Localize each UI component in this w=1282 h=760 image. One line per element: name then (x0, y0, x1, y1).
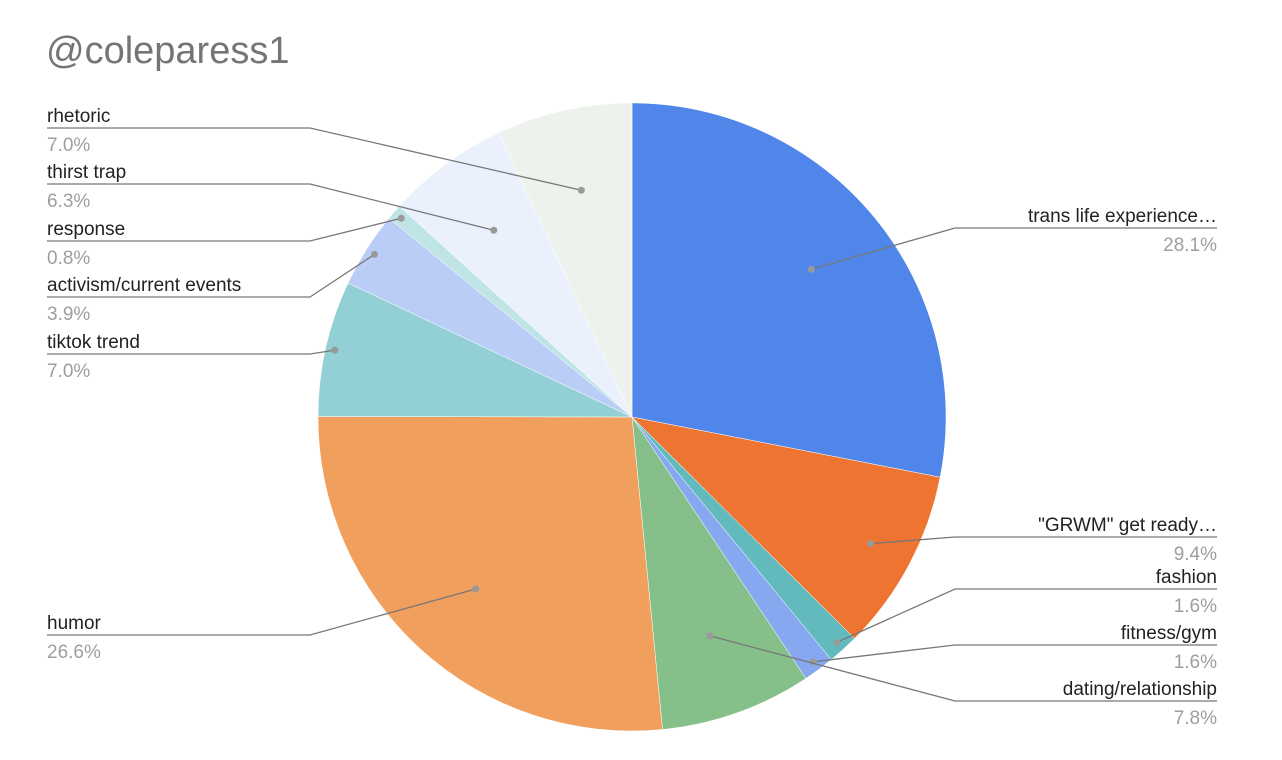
slice-labels: trans life experience… 28.1% "GRWM" get re… (47, 106, 1217, 729)
slice-label-trans-life-experience: trans life experience… (1028, 206, 1217, 227)
leader-line-fitness-gym (813, 644, 1217, 663)
leader-line-thirst-trap (47, 183, 494, 231)
leader-line-response (47, 217, 402, 242)
leader-dot-thirst-trap (490, 226, 498, 234)
slice-label-response: response (47, 219, 125, 240)
leader-line-trans-life-experience (811, 227, 1217, 270)
slice-percent-response: 0.8% (47, 248, 90, 269)
chart-title: @coleparess1 (46, 30, 290, 72)
slice-label-humor: humor (47, 613, 102, 634)
leader-dot-humor (472, 585, 480, 593)
leader-dot-grwm-get-ready (867, 540, 875, 548)
slice-percent-tiktok-trend: 7.0% (47, 361, 90, 382)
slice-percent-humor: 26.6% (47, 642, 101, 663)
leader-dot-fashion (833, 638, 841, 646)
slice-percent-trans-life-experience: 28.1% (1163, 235, 1217, 256)
leader-line-humor (47, 588, 476, 636)
slice-label-fashion: fashion (1156, 567, 1217, 588)
slice-percent-grwm-get-ready: 9.4% (1174, 544, 1217, 565)
leader-dot-tiktok-trend (331, 346, 339, 354)
leader-line-rhetoric (47, 127, 582, 191)
pie-slice-humor (317, 416, 663, 732)
slice-label-rhetoric: rhetoric (47, 106, 110, 127)
slice-percent-activism-current-events: 3.9% (47, 304, 90, 325)
slice-percent-rhetoric: 7.0% (47, 135, 90, 156)
slice-percent-fitness-gym: 1.6% (1174, 652, 1217, 673)
slice-percent-thirst-trap: 6.3% (47, 191, 90, 212)
pie-slice-trans-life-experience (631, 102, 947, 478)
slice-label-grwm-get-ready: "GRWM" get ready… (1038, 515, 1217, 536)
slice-percent-dating-relationship: 7.8% (1174, 708, 1217, 729)
leader-line-dating-relationship (709, 635, 1217, 702)
leader-line-grwm-get-ready (870, 536, 1217, 545)
slice-percent-fashion: 1.6% (1174, 596, 1217, 617)
slice-label-activism-current-events: activism/current events (47, 275, 241, 296)
leader-lines (47, 127, 1217, 702)
pie-slices (317, 102, 947, 732)
pie-slice-dating-relationship (631, 416, 807, 730)
pie-slice-rhetoric (498, 102, 633, 418)
pie-slice-grwm-get-ready (631, 416, 941, 639)
leader-line-activism-current-events (47, 253, 375, 298)
slice-label-fitness-gym: fitness/gym (1121, 623, 1217, 644)
pie-slice-tiktok-trend (317, 282, 633, 418)
leader-dot-response (397, 214, 405, 222)
leader-dot-trans-life-experience (807, 265, 815, 273)
leader-dot-rhetoric (577, 186, 585, 194)
slice-label-thirst-trap: thirst trap (47, 162, 126, 183)
leader-line-tiktok-trend (47, 349, 335, 355)
leader-dot-dating-relationship (706, 632, 714, 640)
slice-label-tiktok-trend: tiktok trend (47, 332, 140, 353)
leader-dot-activism-current-events (370, 250, 378, 258)
slice-label-dating-relationship: dating/relationship (1063, 679, 1217, 700)
leader-line-fashion (836, 588, 1217, 644)
pie-slice-thirst-trap (398, 132, 633, 418)
